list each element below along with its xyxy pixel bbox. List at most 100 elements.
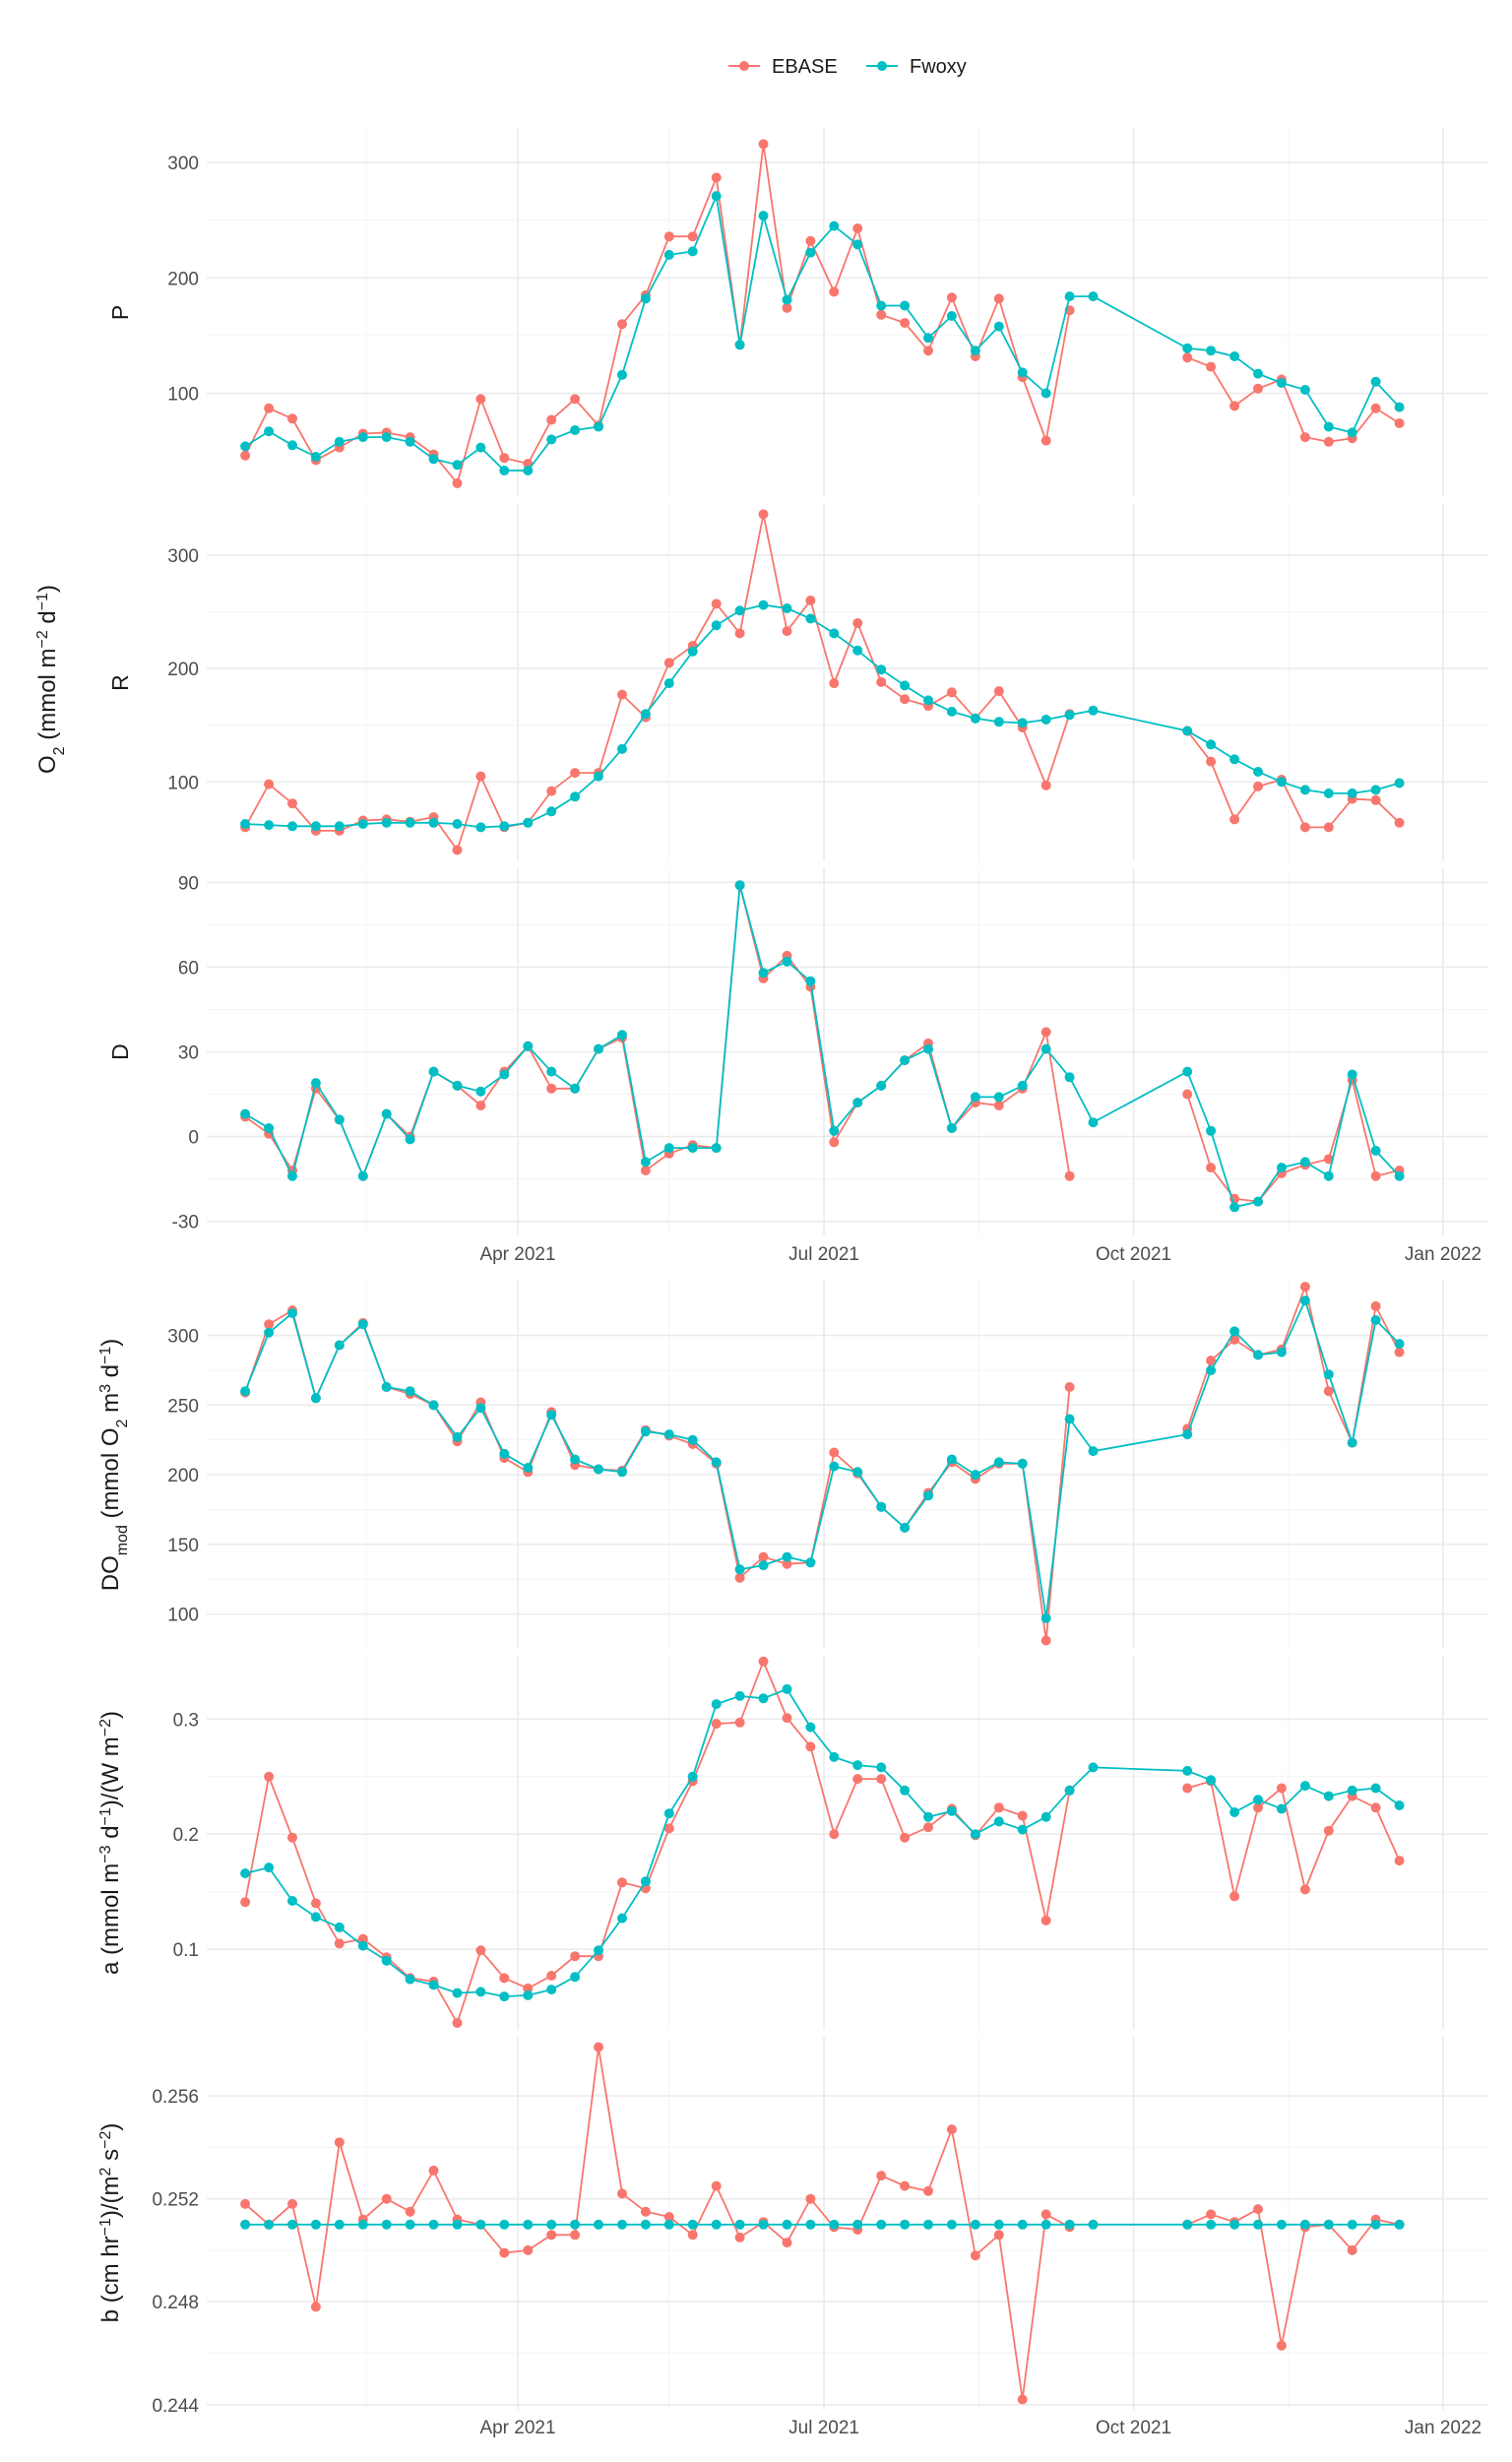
data-point [1229, 1334, 1240, 1345]
data-point [334, 1922, 345, 1932]
data-point [640, 1876, 651, 1887]
data-point [617, 369, 627, 380]
data-point [1040, 715, 1051, 725]
data-point [546, 786, 557, 796]
data-point [475, 771, 486, 782]
data-point [1017, 1458, 1028, 1469]
data-point [1323, 1825, 1334, 1836]
data-point [1253, 1795, 1263, 1805]
data-point [900, 680, 911, 691]
y-axis-title-domod: DOmod (mmol O2 m3 d−1) [97, 1339, 131, 1592]
data-point [475, 1945, 486, 1956]
axis-titles: O2 (mmol m−2 d−1) DOmod (mmol O2 m3 d−1) a… [34, 585, 131, 2322]
data-point [758, 1560, 769, 1571]
data-point [663, 678, 674, 689]
data-point [1088, 1117, 1099, 1128]
data-point [900, 694, 911, 705]
data-point [617, 2219, 627, 2230]
data-point [1229, 1326, 1240, 1337]
y-tick-label: 30 [178, 1043, 199, 1064]
data-point [357, 2219, 368, 2230]
data-point [523, 1041, 534, 1051]
data-point [240, 1897, 251, 1908]
data-point [993, 1802, 1004, 1813]
data-point [594, 771, 603, 782]
data-point [475, 442, 486, 453]
data-point [1206, 1365, 1217, 1375]
data-point [1394, 418, 1405, 428]
data-point [1206, 2219, 1217, 2230]
data-point [876, 1501, 887, 1512]
data-point [946, 292, 957, 303]
data-point [381, 1382, 392, 1392]
legend-item-ebase: EBASE [728, 56, 838, 78]
data-point [1040, 1811, 1051, 1822]
data-point [782, 626, 792, 637]
data-point [334, 1938, 345, 1949]
series-fwoxy [240, 1295, 1405, 1623]
data-point [1229, 754, 1240, 765]
data-point [734, 2219, 745, 2230]
data-point [758, 139, 769, 150]
y-tick-label: 0.256 [152, 2087, 199, 2108]
data-point [970, 1092, 980, 1103]
data-point [946, 687, 957, 698]
data-point [264, 2219, 275, 2230]
data-point [1017, 367, 1028, 378]
data-point [1206, 361, 1217, 372]
data-point [1017, 2219, 1028, 2230]
series-line [244, 1687, 1401, 1998]
data-point [1229, 1891, 1240, 1902]
data-point [923, 695, 933, 706]
series-fwoxy [240, 191, 1405, 475]
data-point [1370, 376, 1381, 387]
data-point [946, 2219, 957, 2230]
data-point [640, 1426, 651, 1437]
data-point [734, 1717, 745, 1728]
data-point [428, 2219, 439, 2230]
data-point [711, 191, 722, 202]
data-point [1229, 2219, 1240, 2230]
data-point [1394, 1800, 1405, 1810]
data-point [805, 1557, 816, 1568]
data-point [310, 1393, 321, 1404]
data-point [687, 2230, 698, 2241]
series-fwoxy [240, 2219, 1405, 2230]
data-point [758, 1656, 769, 1667]
data-point [334, 821, 345, 832]
y-tick-label: 200 [167, 1466, 199, 1486]
data-point [287, 1896, 297, 1906]
data-point [357, 1940, 368, 1951]
data-point [663, 1429, 674, 1440]
data-point [499, 2219, 510, 2230]
data-point [1064, 1785, 1075, 1796]
data-point [1040, 435, 1051, 446]
data-point [546, 1083, 557, 1094]
data-point [594, 1043, 603, 1054]
data-point [734, 605, 745, 616]
data-point [570, 1972, 581, 1983]
data-point [546, 1410, 557, 1420]
data-point [475, 1086, 486, 1097]
panel-2: 100 200 300 R [107, 504, 1488, 861]
data-point [829, 1125, 840, 1136]
data-point [594, 1945, 603, 1956]
series-line [1186, 2207, 1400, 2346]
data-point [499, 466, 510, 475]
data-point [852, 618, 863, 628]
data-point [1064, 1382, 1075, 1392]
data-point [475, 1101, 486, 1110]
data-point [923, 1811, 933, 1822]
data-point [499, 1448, 510, 1459]
data-point [1276, 2219, 1287, 2230]
data-point [805, 1741, 816, 1752]
data-point [240, 441, 251, 452]
y-tick-label: 200 [167, 660, 199, 680]
data-point [1206, 756, 1217, 767]
data-point [1040, 1635, 1051, 1646]
data-point [334, 2137, 345, 2148]
data-point [876, 664, 887, 675]
data-point [1064, 2219, 1075, 2230]
data-point [310, 1912, 321, 1923]
data-point [1394, 817, 1405, 828]
